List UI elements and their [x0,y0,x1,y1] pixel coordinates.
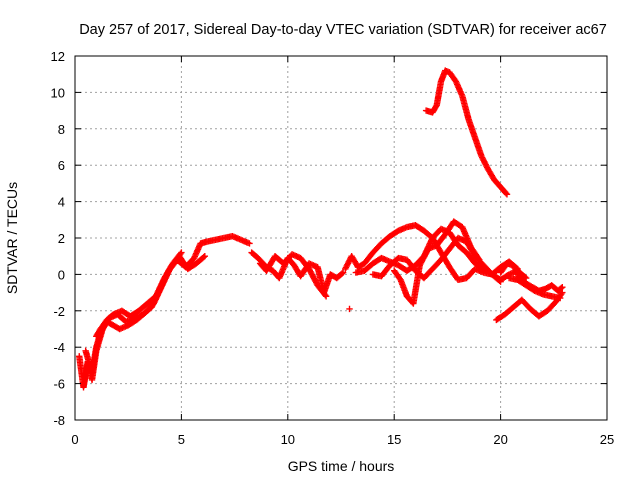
y-tick-label: -2 [53,304,65,319]
series-mid-b [256,251,330,300]
x-tick-label: 0 [71,432,78,447]
y-tick-label: 4 [58,195,65,210]
series-early-a [76,232,253,391]
series-early-c [93,249,185,340]
data-point [321,291,329,299]
data-point [503,191,511,198]
data-point [558,290,565,298]
y-tick-label: -8 [53,413,65,428]
data-point [559,283,566,291]
data-point [246,240,253,247]
data-point [200,253,207,261]
data-marks [76,67,566,391]
data-point [556,294,564,302]
data-point [338,270,346,277]
x-tick-label: 25 [600,432,614,447]
series-high-arc [422,67,511,198]
data-point [496,277,503,284]
data-point [475,255,482,262]
series-evening-d [391,218,483,307]
series-late-c [505,274,564,302]
axis-ticks: 0 5 10 15 20 25 -8 -6 -4 -2 0 2 4 6 8 10 12 [51,49,615,447]
x-tick-label: 10 [281,432,295,447]
y-tick-label: 8 [58,122,65,137]
y-tick-label: 12 [51,49,65,64]
data-point [558,284,565,292]
data-point [476,256,483,264]
data-point [178,249,185,256]
y-tick-label: 10 [51,85,65,100]
x-axis-label: GPS time / hours [288,458,395,474]
data-point [502,190,510,197]
x-tick-label: 15 [387,432,401,447]
x-tick-label: 5 [178,432,185,447]
y-tick-label: 0 [58,267,65,282]
data-point [201,253,209,260]
y-tick-label: -6 [53,377,65,392]
x-tick-label: 20 [493,432,507,447]
y-tick-label: -4 [53,340,65,355]
data-point [322,293,330,300]
y-axis-label: SDTVAR / TECUs [4,182,20,294]
data-point [339,269,347,276]
data-point [346,305,353,313]
series-early-b [82,253,209,376]
data-point [497,278,504,285]
y-tick-label: 2 [58,231,65,246]
series-isolated [346,305,353,313]
data-point [559,289,566,296]
grid [75,56,607,420]
chart-title: Day 257 of 2017, Sidereal Day-to-day VTE… [79,22,607,38]
y-tick-label: 6 [58,158,65,173]
data-point [177,250,184,257]
